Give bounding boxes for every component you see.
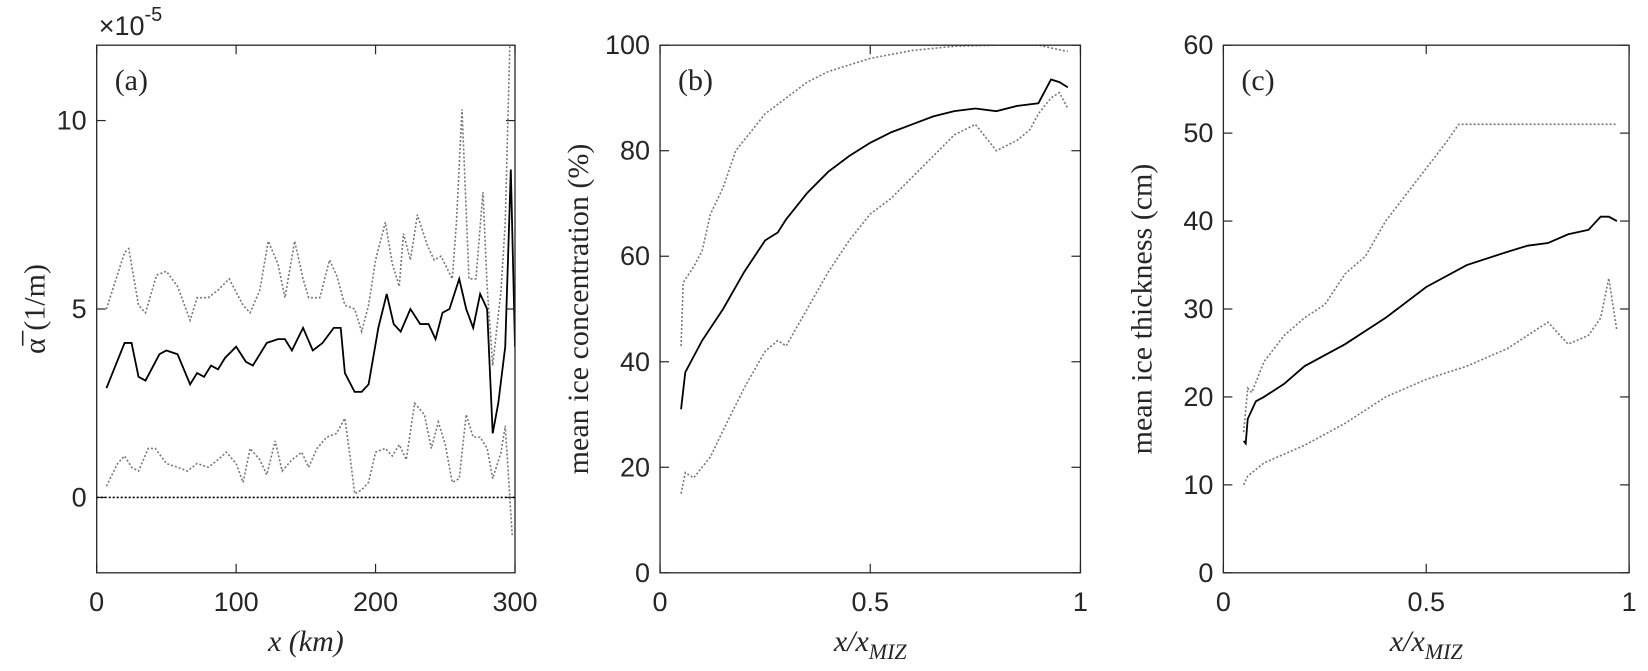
series-line xyxy=(680,91,1069,494)
series-line xyxy=(105,401,514,536)
y-tick-label: 50 xyxy=(1183,118,1213,148)
y-multiplier-exponent: -5 xyxy=(145,4,163,26)
series-line xyxy=(680,78,1069,410)
x-axis-label: x/xMIZ xyxy=(833,625,908,664)
y-tick-label: 0 xyxy=(635,558,650,588)
y-multiplier-base: ×10 xyxy=(99,11,145,41)
y-tick-label: 100 xyxy=(605,30,650,60)
x-tick-label: 1 xyxy=(1073,587,1088,617)
y-axis-label: mean ice concentration (%) xyxy=(562,144,595,475)
panel-label: (c) xyxy=(1241,64,1274,97)
y-tick-label: 10 xyxy=(1183,470,1213,500)
x-tick-label: 300 xyxy=(492,587,537,617)
series-line xyxy=(1242,278,1618,486)
panel-label: (a) xyxy=(115,64,148,97)
x-tick-label: 1 xyxy=(1622,587,1637,617)
y-tick-label: 0 xyxy=(72,482,87,512)
y-tick-label: 0 xyxy=(1198,558,1213,588)
series-line xyxy=(680,45,1069,346)
x-tick-label: 0 xyxy=(653,587,668,617)
series-line xyxy=(1242,123,1617,433)
y-axis-label: α̅ (1/m) xyxy=(19,264,52,354)
y-tick-label: 20 xyxy=(1183,382,1213,412)
y-tick-label: 20 xyxy=(620,452,650,482)
y-tick-label: 40 xyxy=(620,347,650,377)
x-axis-label: x (km) xyxy=(267,625,344,658)
x-axis-label-main: x/x xyxy=(833,625,870,658)
x-axis-label-sub: MIZ xyxy=(868,639,908,664)
panel: 0 20 40 60 80 100 0 0.5 1 (b) mean ice concentrati… xyxy=(562,30,1088,664)
x-tick-label: 100 xyxy=(214,587,259,617)
x-tick-label: 0 xyxy=(89,587,104,617)
series-line xyxy=(105,45,511,366)
plot-area xyxy=(680,45,1069,494)
series-line xyxy=(1242,215,1618,446)
y-tick-label: 60 xyxy=(1183,30,1213,60)
axes-box xyxy=(1222,44,1630,574)
panel: 0 10 20 30 40 50 60 0 0.5 1 (c) mean ice thickness … xyxy=(1125,30,1636,664)
x-axis-label-sub: MIZ xyxy=(1424,639,1464,664)
plot-area xyxy=(1242,123,1618,486)
y-tick-label: 80 xyxy=(620,136,650,166)
panel-label: (b) xyxy=(678,64,713,97)
axes-box xyxy=(96,44,516,574)
y-tick-label: 10 xyxy=(57,106,87,136)
y-tick-label: 40 xyxy=(1183,206,1213,236)
y-multiplier: ×10-5 xyxy=(99,4,163,41)
y-axis-label: mean ice thickness (cm) xyxy=(1125,164,1158,455)
x-tick-label: 0 xyxy=(1216,587,1231,617)
x-tick-label: 0.5 xyxy=(851,587,889,617)
y-tick-label: 30 xyxy=(1183,294,1213,324)
axes-box xyxy=(659,44,1082,574)
y-tick-label: 5 xyxy=(72,294,87,324)
x-tick-label: 0.5 xyxy=(1407,587,1445,617)
plot-area xyxy=(96,45,515,536)
x-tick-label: 200 xyxy=(353,587,398,617)
y-tick-label: 60 xyxy=(620,241,650,271)
x-axis-label-main: x/x xyxy=(1389,625,1426,658)
x-axis-label: x/xMIZ xyxy=(1389,625,1464,664)
series-line xyxy=(105,169,515,434)
